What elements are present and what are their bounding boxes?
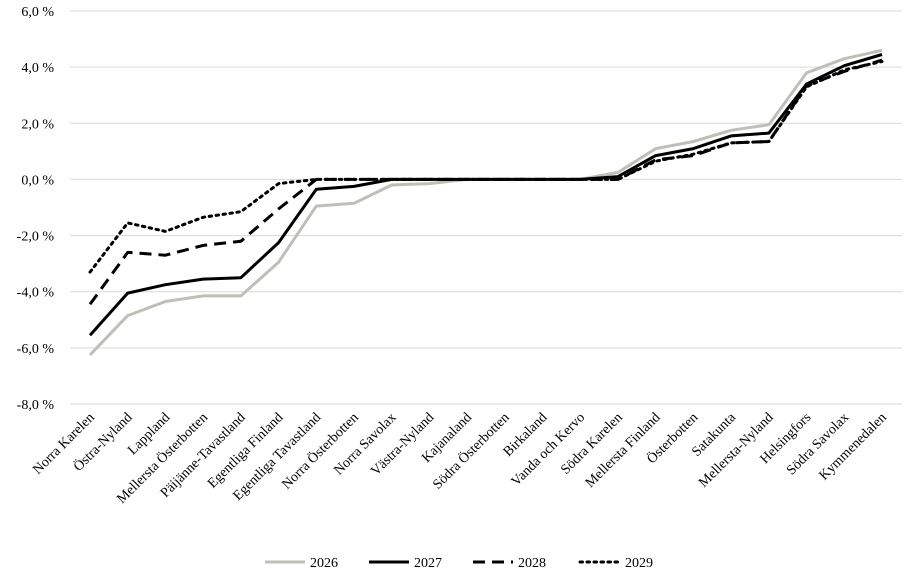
legend-label: 2027 — [414, 556, 442, 571]
gridlines — [70, 10, 902, 405]
y-tick-label: -6,0 % — [17, 342, 55, 357]
series-line-2026 — [88, 48, 883, 356]
y-axis-ticks: 6,0 % 4,0 % 2,0 % 0,0 % -2,0 % -4,0 % -6,0 % -8… — [17, 5, 55, 413]
y-tick-label: 2,0 % — [21, 117, 54, 132]
y-tick-label: 0,0 % — [21, 173, 54, 188]
series-lines — [88, 48, 884, 356]
legend-label: 2029 — [625, 556, 653, 571]
series-line-2027 — [88, 53, 883, 337]
y-tick-label: 6,0 % — [21, 5, 54, 20]
legend-label: 2026 — [310, 556, 338, 571]
series-line-2029 — [88, 60, 884, 274]
y-tick-label: 4,0 % — [21, 61, 54, 76]
y-tick-label: -8,0 % — [17, 398, 55, 413]
legend-label: 2028 — [518, 556, 546, 571]
legend: 2026 2027 2028 2029 — [265, 556, 653, 571]
y-tick-label: -2,0 % — [17, 230, 55, 245]
x-category-label: Kymmenedalen — [817, 410, 890, 483]
series-line-2028 — [88, 58, 883, 306]
y-tick-label: -4,0 % — [17, 286, 55, 301]
x-axis-labels: Norra KarelenÖstra-NylandLapplandMellers… — [30, 409, 889, 507]
